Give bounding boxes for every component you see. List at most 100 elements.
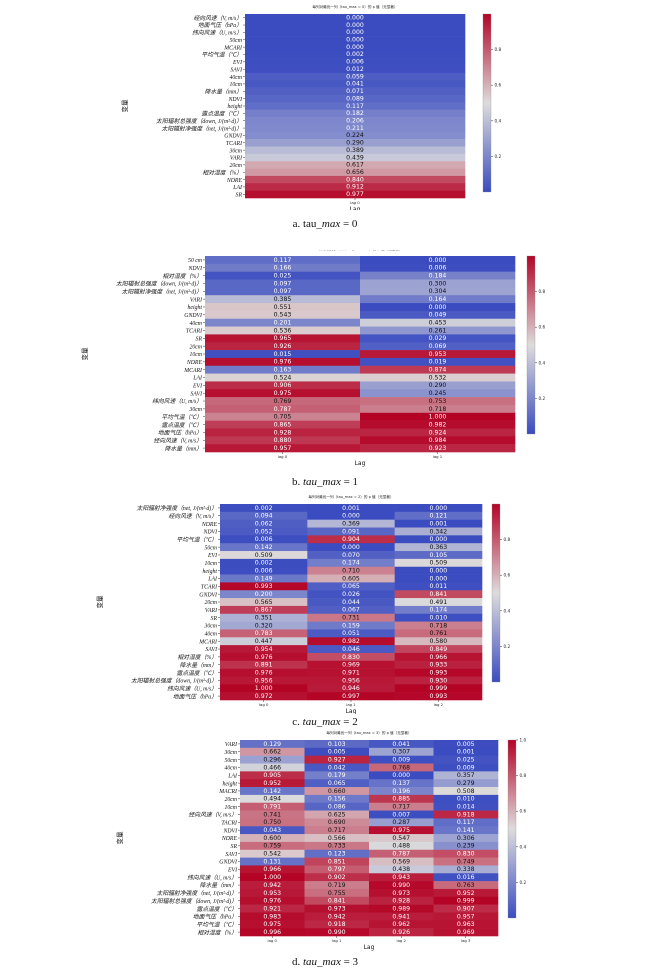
heatmap-cell <box>369 740 434 749</box>
row-label: NDRE <box>221 836 238 842</box>
y-axis-label: 变量 <box>120 99 129 113</box>
cell-value-label: 0.662 <box>263 749 281 756</box>
cell-value-label: 0.044 <box>342 599 360 606</box>
heatmap-cell <box>245 124 466 133</box>
heatmap-cell <box>240 794 305 804</box>
cell-value-label: 0.957 <box>457 913 475 920</box>
colorbar-tick-label: 0.8 <box>520 773 527 778</box>
row-label: 降水量（mm） <box>205 88 242 95</box>
cell-value-label: 0.363 <box>429 544 447 551</box>
heatmap-cell <box>307 652 395 662</box>
heatmap-cell <box>360 279 516 288</box>
heatmap-cell <box>369 747 434 756</box>
cell-value-label: 0.453 <box>429 320 447 327</box>
heatmap-cell <box>240 849 305 858</box>
cell-value-label: 0.070 <box>342 552 360 559</box>
row-label: 纬向风速（U, m/s） <box>187 874 237 881</box>
heatmap-cell <box>394 645 483 654</box>
heatmap-cell <box>220 629 308 638</box>
heatmap-cell <box>360 271 516 280</box>
cell-value-label: 0.755 <box>328 890 346 897</box>
cell-value-label: 0.983 <box>263 913 281 920</box>
cell-value-label: 0.999 <box>429 685 447 692</box>
cell-value-label: 0.902 <box>328 874 346 881</box>
cell-value-label: 0.999 <box>457 898 475 905</box>
heatmap-cell <box>307 621 395 630</box>
cell-value-label: 0.524 <box>274 374 292 381</box>
heatmap-cell <box>304 740 370 749</box>
cell-value-label: 0.532 <box>429 374 447 381</box>
heatmap-cell <box>369 834 434 843</box>
cell-value-label: 0.182 <box>346 110 364 117</box>
row-label: 相对湿度（%） <box>177 654 217 661</box>
row-label: MCARI <box>223 45 243 51</box>
heatmap-cell <box>220 551 308 560</box>
cell-value-label: 0.059 <box>346 73 364 80</box>
heatmap-cell <box>205 389 361 398</box>
cell-value-label: 0.342 <box>429 528 447 535</box>
cell-value-label: 0.369 <box>342 520 360 527</box>
heatmap-cell <box>369 857 434 866</box>
heatmap-cell <box>433 834 499 843</box>
cell-value-label: 0.943 <box>392 874 410 881</box>
row-label: 太阳辐射净强度（net, J/(m²·d)） <box>157 890 237 897</box>
heatmap-cell <box>307 519 395 528</box>
cell-value-label: 0.972 <box>255 693 273 700</box>
heatmap-cell <box>369 755 434 764</box>
row-label: 经向风速（V, m/s） <box>188 812 237 819</box>
heatmap-cell <box>245 109 466 118</box>
cell-value-label: 1.000 <box>263 874 281 881</box>
heatmap-cell <box>304 755 370 764</box>
heatmap-cell <box>220 558 308 568</box>
caption-d: d. tau_max = 3 <box>291 956 359 968</box>
heatmap-cell <box>394 613 483 622</box>
cell-value-label: 0.201 <box>274 320 292 327</box>
cell-value-label: 0.001 <box>429 520 447 527</box>
heatmap-cell <box>360 287 516 296</box>
cell-value-label: 0.719 <box>328 882 346 889</box>
heatmap-cell <box>360 428 516 437</box>
row-label: 太阳辐射总强度（down, J/(m²·d)） <box>151 898 237 905</box>
colorbar-tick-label: 0.6 <box>520 809 527 814</box>
cell-value-label: 0.357 <box>457 772 475 779</box>
heatmap-cell <box>433 787 499 796</box>
heatmap-cell <box>433 912 499 921</box>
row-label: EVI <box>227 868 238 874</box>
row-label: TCARI <box>226 141 243 147</box>
cell-value-label: 0.131 <box>263 858 281 865</box>
heatmap-cell <box>304 747 370 756</box>
row-label: SR <box>211 616 218 622</box>
heatmap-cell <box>433 810 499 819</box>
cell-value-label: 0.006 <box>255 568 273 575</box>
cell-value-label: 0.787 <box>274 406 292 413</box>
row-label: 20cm <box>189 344 202 350</box>
row-label: 地面气压（hPa） <box>193 914 237 921</box>
cell-value-label: 0.117 <box>274 257 292 264</box>
row-label: height <box>188 305 203 311</box>
heatmap-cell <box>304 818 370 827</box>
cell-value-label: 0.012 <box>346 66 364 73</box>
x-axis-label: Lag <box>355 460 366 467</box>
heatmap-cell <box>245 87 466 96</box>
cell-value-label: 0.123 <box>328 851 346 858</box>
row-label: NDRE <box>186 360 203 366</box>
row-label: 40cm <box>229 74 242 81</box>
cell-value-label: 0.928 <box>274 429 292 436</box>
heatmap-cell <box>394 566 483 575</box>
heatmap-cell <box>433 896 499 905</box>
cell-value-label: 0.993 <box>429 693 447 700</box>
row-label: LAI <box>227 773 238 779</box>
row-label: EVI <box>232 60 243 66</box>
heatmap-cell <box>307 527 395 536</box>
heatmap-cell <box>394 519 483 528</box>
heatmap-cell <box>205 381 361 390</box>
heatmap-cell <box>433 873 499 882</box>
cell-value-label: 0.351 <box>255 615 273 622</box>
row-label: 露点温度（℃） <box>176 670 217 677</box>
cell-value-label: 0.880 <box>274 437 292 444</box>
cell-value-label: 0.010 <box>429 615 447 622</box>
heatmap-cell <box>304 865 370 874</box>
cell-value-label: 0.957 <box>274 445 292 452</box>
cell-value-label: 0.005 <box>457 741 475 748</box>
cell-value-label: 0.290 <box>346 140 364 147</box>
